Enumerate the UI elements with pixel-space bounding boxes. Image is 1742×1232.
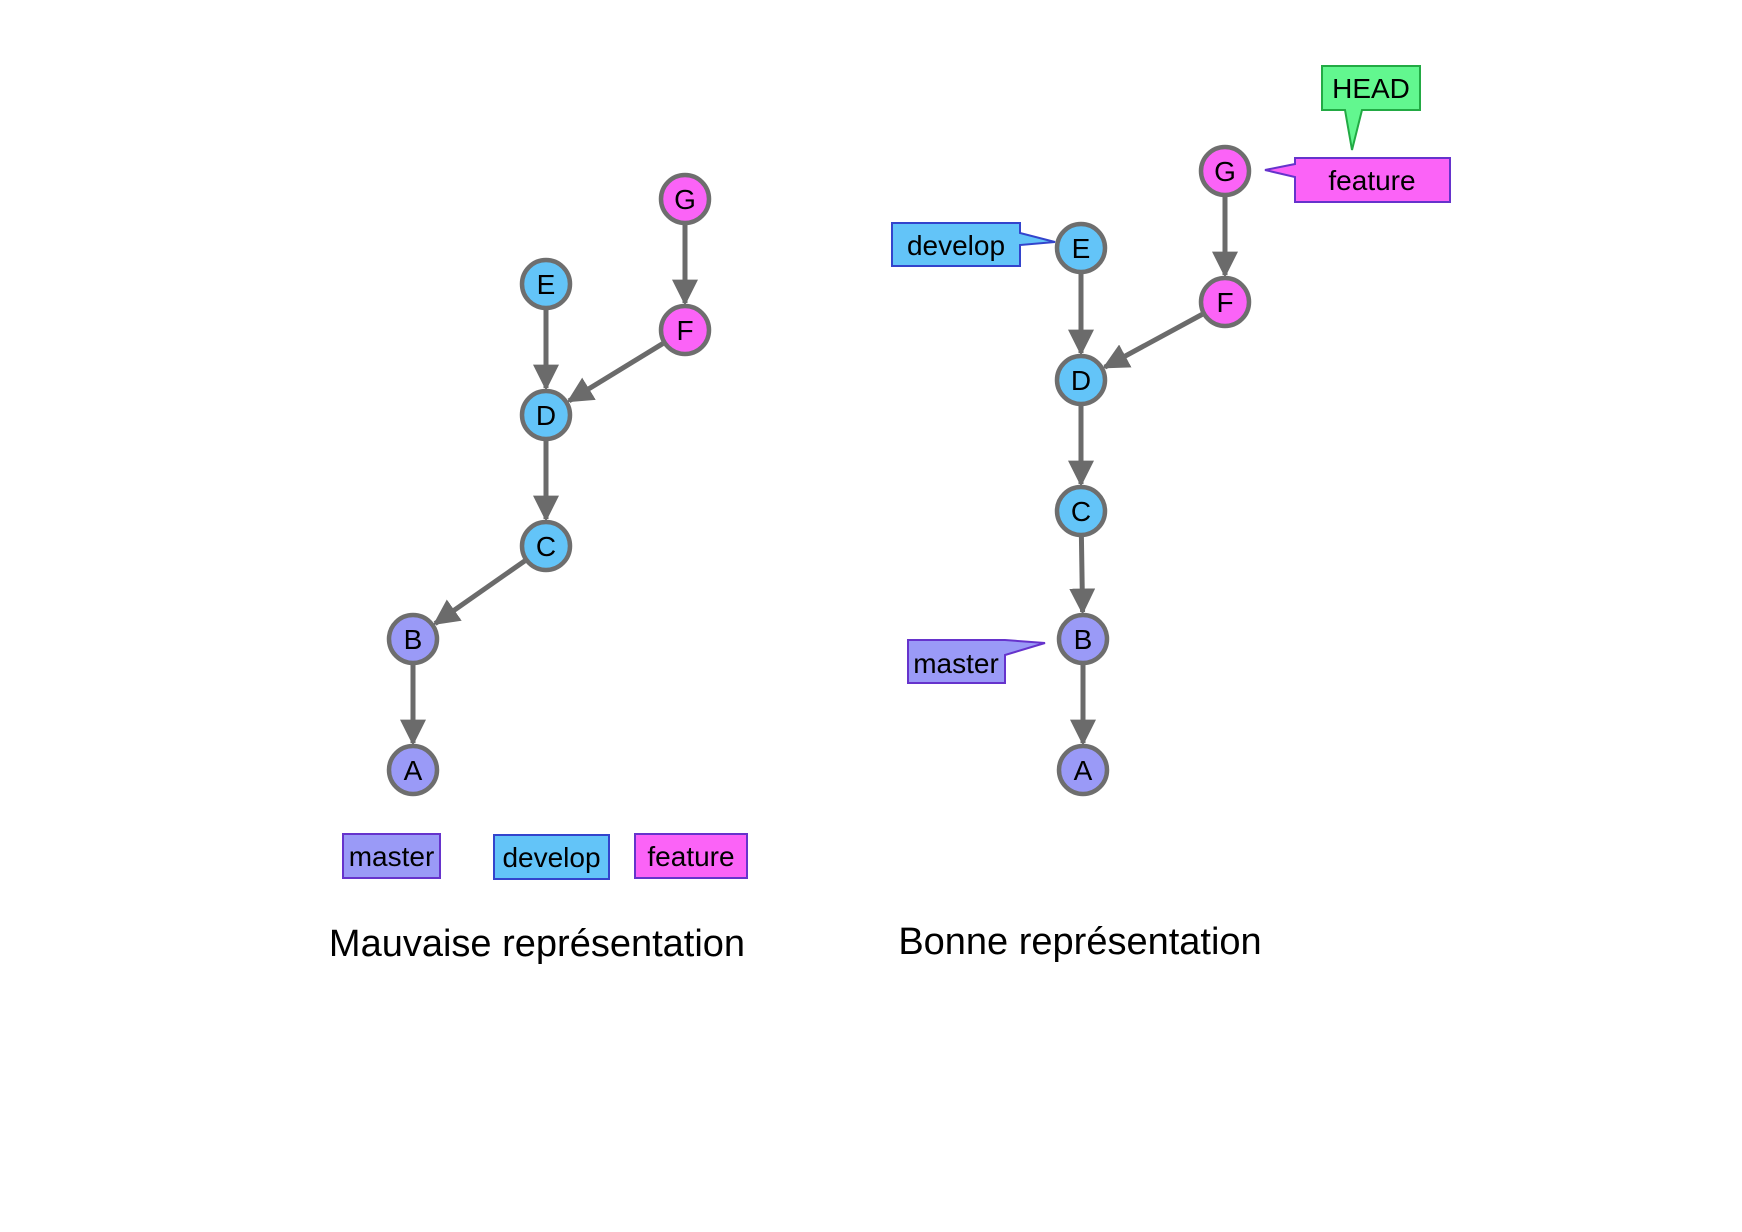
ref-text: master (913, 648, 999, 679)
commit-circle (519, 257, 573, 311)
commit-label: F (1216, 287, 1233, 318)
commit-circle (386, 612, 440, 666)
ref-text: develop (907, 230, 1005, 261)
commit-node-D: D (519, 388, 573, 442)
ref-label-feature: feature (1264, 157, 1451, 203)
commit-circle (1054, 221, 1108, 275)
legend-box (493, 834, 610, 880)
commit-label: E (537, 269, 556, 300)
legend-master: master (342, 833, 441, 879)
legend-feature: feature (634, 833, 748, 879)
commit-circle (1054, 353, 1108, 407)
right-edges (1068, 197, 1238, 746)
edge-F-D (566, 341, 665, 404)
edge-F-D (1102, 312, 1204, 370)
commit-node-F: F (1198, 275, 1252, 329)
commit-circle (1056, 743, 1110, 797)
left-nodes: A B C D E F G (386, 172, 712, 797)
commit-label: G (1214, 156, 1236, 187)
commit-label: G (674, 184, 696, 215)
commit-circle (658, 172, 712, 226)
legend-label: feature (647, 841, 734, 872)
commit-node-F: F (658, 303, 712, 357)
commit-circle (658, 303, 712, 357)
legend-label: develop (502, 842, 600, 873)
commit-circle (1054, 484, 1108, 538)
legend-develop: develop (493, 834, 610, 880)
commit-circle (1056, 612, 1110, 666)
ref-callout (907, 639, 1046, 684)
commit-label: B (404, 624, 423, 655)
right-nodes: A B C D E F G (1054, 144, 1252, 797)
ref-callout (1264, 157, 1451, 203)
commit-node-C: C (1054, 484, 1108, 538)
ref-label-head: HEAD (1321, 65, 1421, 151)
commit-node-B: B (1056, 612, 1110, 666)
commit-label: D (536, 400, 556, 431)
commit-node-G: G (1198, 144, 1252, 198)
left-edges (400, 225, 698, 746)
commit-node-E: E (1054, 221, 1108, 275)
commit-label: F (676, 315, 693, 346)
legend-box (634, 833, 748, 879)
ref-label-master: master (907, 639, 1046, 684)
commit-circle (1198, 144, 1252, 198)
commit-label: B (1074, 624, 1093, 655)
bad-representation-panel: A B C D E F G master develop feature Mauvaise re… (329, 172, 748, 965)
commit-node-G: G (658, 172, 712, 226)
legend-label: master (349, 841, 435, 872)
commit-circle (519, 388, 573, 442)
commit-circle (519, 519, 573, 573)
branch-ref-labels: develop master feature HEAD (891, 65, 1451, 684)
commit-circle (386, 743, 440, 797)
commit-label: C (536, 531, 556, 562)
commit-node-D: D (1054, 353, 1108, 407)
good-representation-panel: A B C D E F G develop master feature HEAD Bonne r… (891, 65, 1451, 963)
bad-representation-caption: Mauvaise représentation (329, 923, 745, 965)
commit-node-A: A (1056, 743, 1110, 797)
commit-label: A (404, 755, 423, 786)
commit-circle (1198, 275, 1252, 329)
commit-node-A: A (386, 743, 440, 797)
ref-label-develop: develop (891, 222, 1056, 267)
legend-box (342, 833, 441, 879)
commit-node-B: B (386, 612, 440, 666)
ref-text: feature (1328, 165, 1415, 196)
commit-node-C: C (519, 519, 573, 573)
ref-callout (891, 222, 1056, 267)
commit-label: D (1071, 365, 1091, 396)
edge-C-B (1069, 536, 1096, 615)
commit-label: C (1071, 496, 1091, 527)
ref-callout (1321, 65, 1421, 151)
commit-label: E (1072, 233, 1091, 264)
branch-legend: master develop feature (342, 833, 748, 880)
commit-label: A (1074, 755, 1093, 786)
edge-C-B (432, 558, 527, 626)
ref-text: HEAD (1332, 73, 1410, 104)
commit-node-E: E (519, 257, 573, 311)
good-representation-caption: Bonne représentation (898, 921, 1261, 963)
